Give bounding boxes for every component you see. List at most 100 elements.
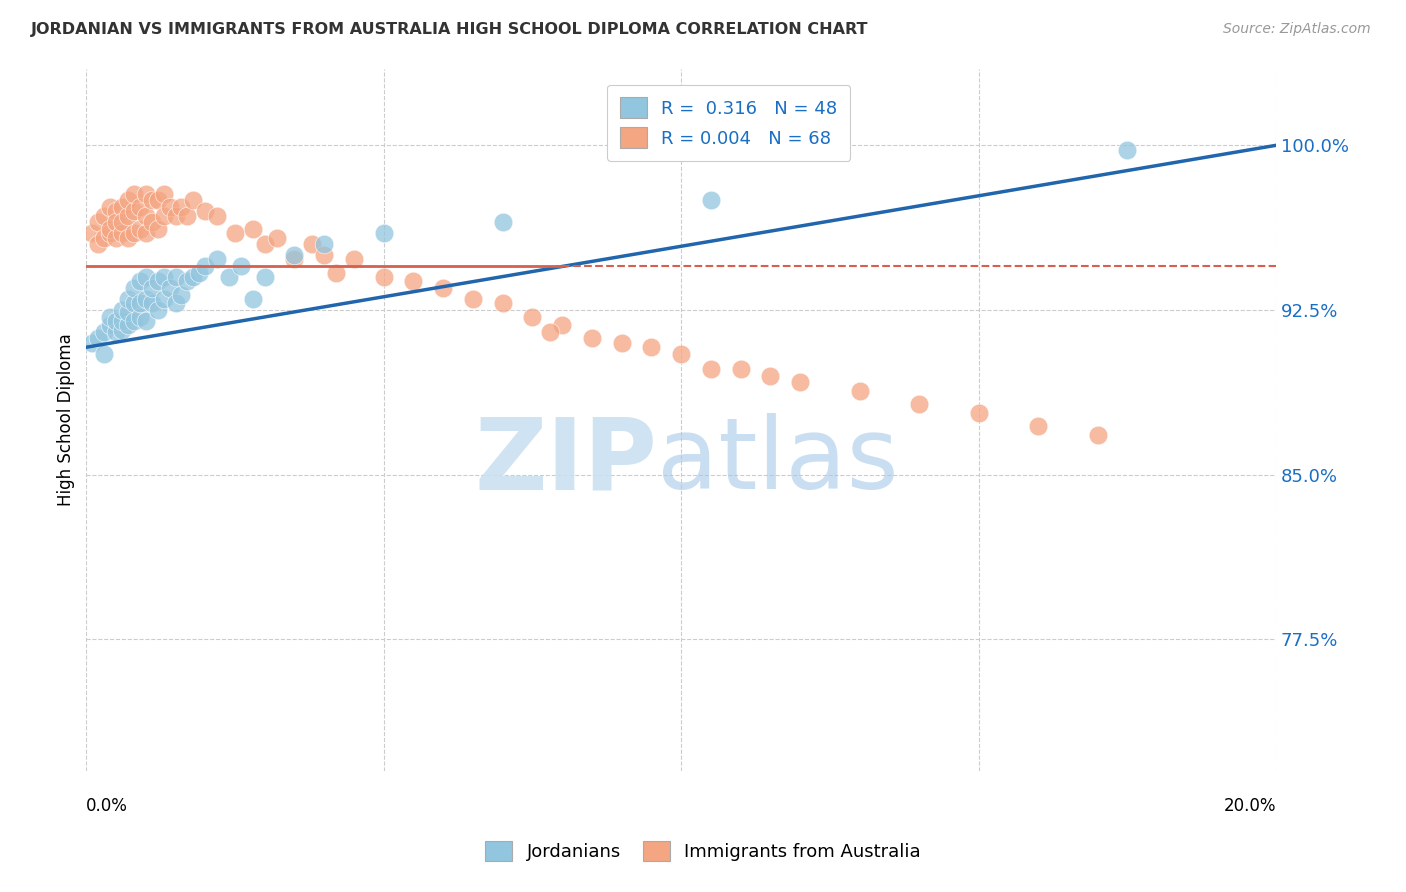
Point xyxy=(141,281,163,295)
Point xyxy=(93,209,115,223)
Point xyxy=(105,314,128,328)
Point xyxy=(402,274,425,288)
Point xyxy=(848,384,870,398)
Point xyxy=(135,209,157,223)
Point xyxy=(700,193,723,207)
Point xyxy=(135,314,157,328)
Point xyxy=(105,325,128,339)
Point xyxy=(373,226,395,240)
Point xyxy=(93,325,115,339)
Point xyxy=(253,270,276,285)
Text: 0.0%: 0.0% xyxy=(86,797,128,815)
Point xyxy=(242,221,264,235)
Text: Source: ZipAtlas.com: Source: ZipAtlas.com xyxy=(1223,22,1371,37)
Point xyxy=(301,237,323,252)
Point xyxy=(87,331,110,345)
Point xyxy=(128,310,150,324)
Legend: Jordanians, Immigrants from Australia: Jordanians, Immigrants from Australia xyxy=(474,830,932,872)
Text: atlas: atlas xyxy=(658,413,898,510)
Y-axis label: High School Diploma: High School Diploma xyxy=(58,334,75,506)
Point xyxy=(789,376,811,390)
Point xyxy=(111,314,134,328)
Point xyxy=(492,296,515,310)
Point xyxy=(165,209,187,223)
Point xyxy=(165,296,187,310)
Point xyxy=(98,318,121,333)
Point xyxy=(117,209,139,223)
Point xyxy=(194,204,217,219)
Point xyxy=(170,200,193,214)
Point xyxy=(152,270,174,285)
Point xyxy=(325,266,347,280)
Point xyxy=(266,230,288,244)
Point xyxy=(759,368,782,383)
Point xyxy=(522,310,544,324)
Text: JORDANIAN VS IMMIGRANTS FROM AUSTRALIA HIGH SCHOOL DIPLOMA CORRELATION CHART: JORDANIAN VS IMMIGRANTS FROM AUSTRALIA H… xyxy=(31,22,869,37)
Point xyxy=(146,221,169,235)
Point xyxy=(135,292,157,306)
Point xyxy=(283,252,305,267)
Point xyxy=(283,248,305,262)
Point xyxy=(224,226,246,240)
Point xyxy=(242,292,264,306)
Point xyxy=(194,259,217,273)
Point xyxy=(98,226,121,240)
Text: ZIP: ZIP xyxy=(474,413,658,510)
Point xyxy=(176,209,198,223)
Point xyxy=(128,296,150,310)
Point xyxy=(117,292,139,306)
Point xyxy=(730,362,752,376)
Point xyxy=(253,237,276,252)
Point xyxy=(135,270,157,285)
Point xyxy=(669,347,692,361)
Point xyxy=(492,215,515,229)
Point xyxy=(1116,143,1139,157)
Point xyxy=(432,281,454,295)
Point xyxy=(159,281,181,295)
Point xyxy=(461,292,484,306)
Point xyxy=(128,200,150,214)
Point xyxy=(551,318,574,333)
Point xyxy=(117,230,139,244)
Point xyxy=(141,215,163,229)
Point xyxy=(122,204,145,219)
Point xyxy=(117,305,139,319)
Point xyxy=(205,252,228,267)
Point xyxy=(314,248,336,262)
Point xyxy=(141,193,163,207)
Point xyxy=(188,266,211,280)
Point xyxy=(122,226,145,240)
Point xyxy=(122,296,145,310)
Point xyxy=(183,270,205,285)
Point xyxy=(152,209,174,223)
Point xyxy=(122,281,145,295)
Point xyxy=(146,274,169,288)
Point xyxy=(176,274,198,288)
Point xyxy=(170,287,193,301)
Text: 20.0%: 20.0% xyxy=(1223,797,1277,815)
Point xyxy=(640,340,662,354)
Point xyxy=(128,221,150,235)
Point xyxy=(105,204,128,219)
Point xyxy=(152,186,174,201)
Point xyxy=(1026,419,1049,434)
Point xyxy=(165,270,187,285)
Point xyxy=(98,310,121,324)
Point xyxy=(146,193,169,207)
Point xyxy=(1087,428,1109,442)
Point xyxy=(152,292,174,306)
Point xyxy=(183,193,205,207)
Point xyxy=(98,221,121,235)
Point xyxy=(135,186,157,201)
Point xyxy=(218,270,240,285)
Point xyxy=(159,200,181,214)
Point xyxy=(128,274,150,288)
Point xyxy=(967,406,990,420)
Point xyxy=(111,226,134,240)
Point xyxy=(373,270,395,285)
Point xyxy=(122,314,145,328)
Point xyxy=(141,296,163,310)
Point xyxy=(93,230,115,244)
Point xyxy=(87,215,110,229)
Point xyxy=(908,397,931,411)
